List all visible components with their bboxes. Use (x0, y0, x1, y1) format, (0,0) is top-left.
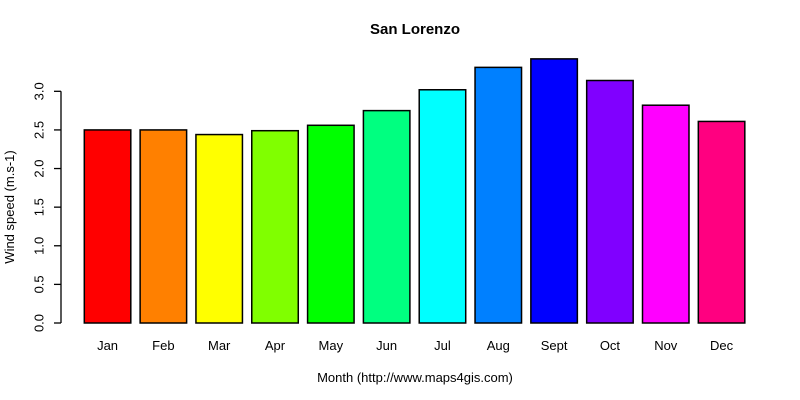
bar-mar (195, 133, 244, 324)
x-tick-label: Mar (208, 338, 231, 353)
x-tick-labels: Jan Feb Mar Apr May Jun Jul Aug Sept Oct Nov Dec (97, 338, 734, 353)
y-tick-label: 2.0 (31, 160, 46, 178)
x-tick-label: Jul (434, 338, 451, 353)
y-tick-label: 0.5 (31, 275, 46, 293)
bar-jun (362, 109, 411, 324)
x-tick-label: Jan (97, 338, 118, 353)
chart-title: San Lorenzo (370, 21, 460, 38)
x-tick-label: Apr (265, 338, 286, 353)
x-tick-label: Feb (152, 338, 174, 353)
bar-jan (83, 129, 132, 324)
bar-may (306, 124, 355, 324)
y-tick-label: 3.0 (31, 82, 46, 100)
x-tick-label: Jun (376, 338, 397, 353)
y-axis-label: Wind speed (m.s-1) (2, 150, 17, 263)
bar-jul (418, 89, 467, 324)
x-tick-label: Oct (600, 338, 621, 353)
x-axis-label: Month (http://www.maps4gis.com) (317, 370, 513, 385)
bar-dec (697, 120, 746, 324)
bar-feb (139, 129, 188, 324)
bar-nov (641, 104, 690, 324)
x-tick-label: Dec (710, 338, 734, 353)
bar-aug (474, 66, 523, 324)
x-tick-label: May (319, 338, 344, 353)
bar-sept (530, 58, 579, 324)
bars (83, 58, 746, 324)
x-tick-label: Sept (541, 338, 568, 353)
bar-apr (251, 129, 300, 324)
x-tick-label: Nov (654, 338, 678, 353)
y-tick-label: 1.0 (31, 237, 46, 255)
bar-oct (585, 79, 634, 324)
y-tick-label: 1.5 (31, 198, 46, 216)
y-axis: 0.0 0.5 1.0 1.5 2.0 2.5 3.0 (31, 82, 62, 332)
y-tick-label: 2.5 (31, 121, 46, 139)
x-tick-label: Aug (487, 338, 510, 353)
y-tick-label: 0.0 (31, 314, 46, 332)
